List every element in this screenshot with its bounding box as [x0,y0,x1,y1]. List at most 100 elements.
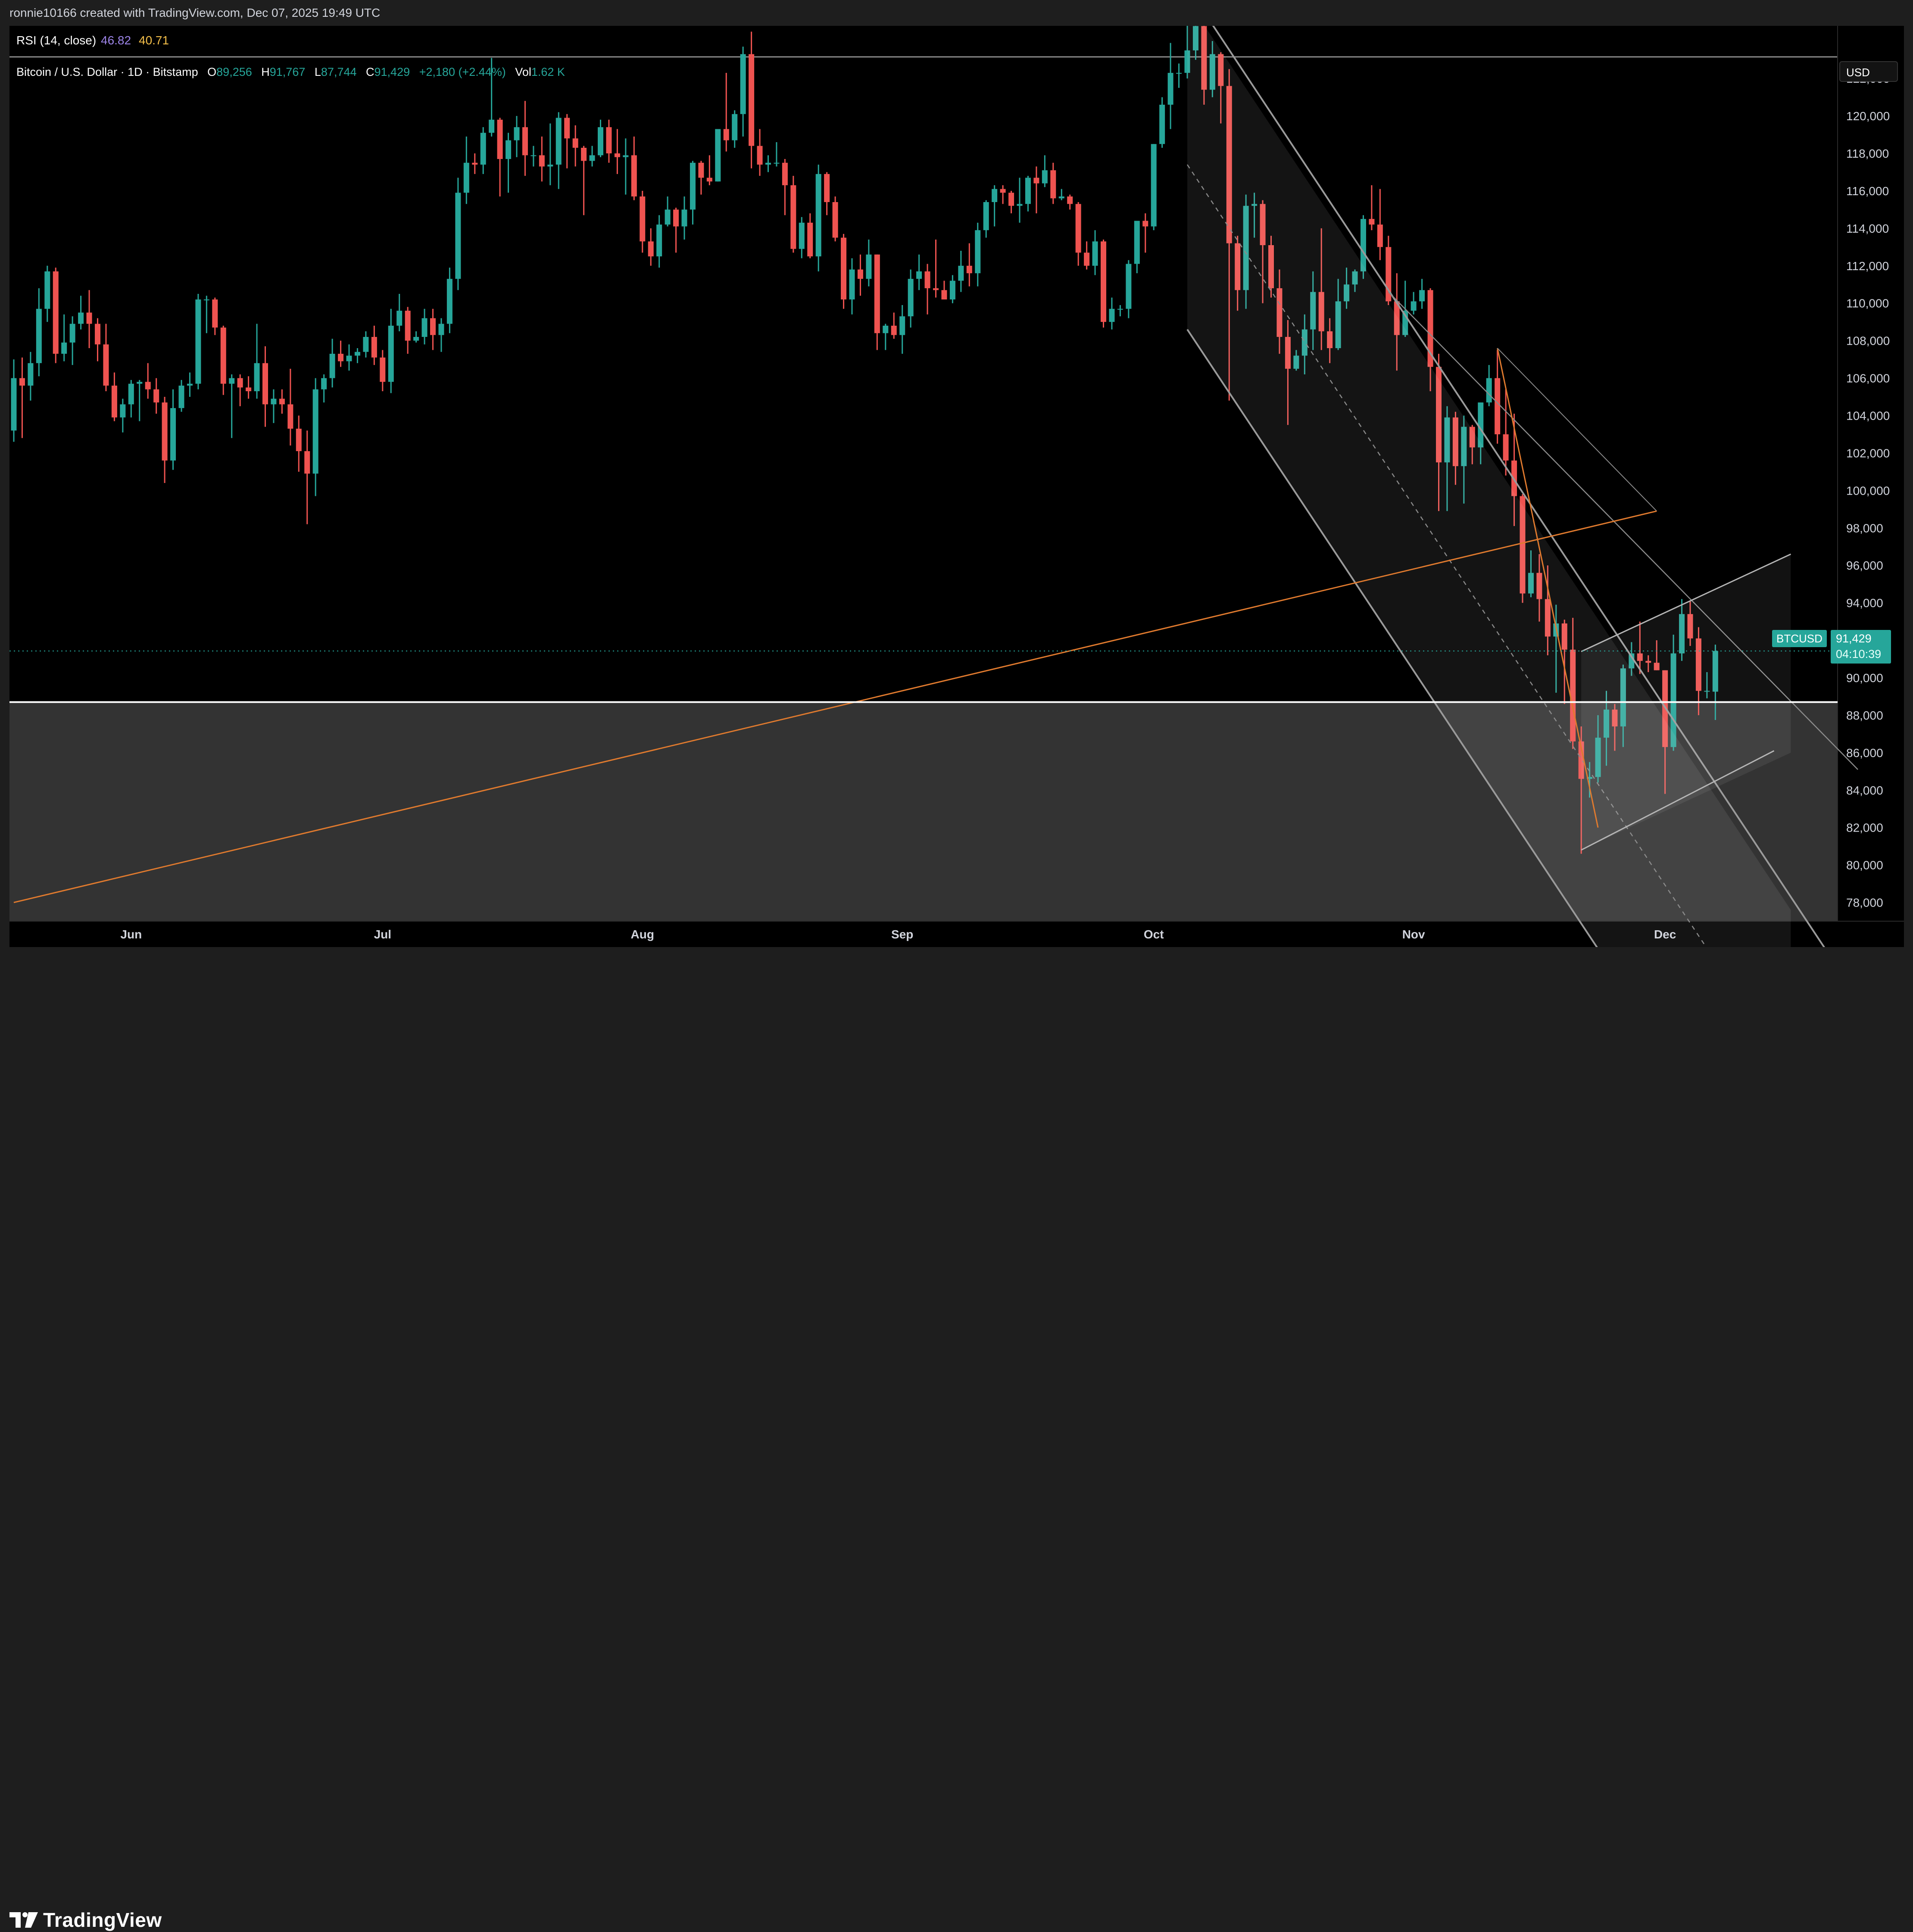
candle-body [966,265,972,274]
candle-body [1495,378,1501,434]
candle-body [1192,26,1198,50]
candle-body [1226,86,1232,243]
price-tick-label: 78,000 [1846,896,1883,910]
candle-body [1050,170,1056,199]
candle-body [1637,653,1643,661]
candle-body [1134,221,1140,264]
candle-body [1344,284,1350,302]
candle-body [1025,178,1031,204]
candle-body [1000,189,1006,193]
candle-body [1251,204,1258,206]
price-tick-label: 94,000 [1846,596,1883,610]
candle-body [1201,26,1207,90]
price-tick-label: 116,000 [1846,184,1889,198]
candle-body [480,133,486,165]
price-tick-label: 84,000 [1846,784,1883,797]
candle-body [271,399,277,405]
volume-value: 1.62 K [531,65,565,78]
candle-body [539,155,545,167]
candle-body [1235,243,1241,290]
price-chart[interactable]: 122,000120,000118,000116,000114,000112,0… [9,26,1904,947]
candle-body [857,269,863,279]
candle-body [564,118,570,139]
tradingview-logo-icon [9,1912,38,1928]
candle-body [723,129,729,140]
candle-body [1075,204,1081,253]
candle-body [304,451,310,474]
candle-body [1528,573,1534,594]
chart-panel[interactable]: 122,000120,000118,000116,000114,000112,0… [9,26,1904,947]
price-tick-label: 110,000 [1846,297,1889,310]
candle-body [405,311,411,341]
price-tick-label: 112,000 [1846,259,1889,273]
rsi-label[interactable]: RSI (14, close) [16,34,97,47]
candle-body [1318,292,1324,331]
candle-body [371,337,377,358]
tradingview-logo[interactable]: TradingView [9,1908,162,1932]
inner-trend-line [1388,291,1858,770]
candle-body [1561,623,1567,650]
candle-body [1629,653,1635,669]
candle-body [992,189,998,203]
candle-body [706,178,712,182]
symbol-legend[interactable]: Bitcoin / U.S. Dollar · 1D · Bitstamp O8… [16,65,565,79]
candle-body [983,202,989,231]
candle-body [354,352,360,356]
candle-body [941,290,947,300]
candle-body [807,222,813,257]
candle-body [883,325,889,333]
candle-body [832,202,838,238]
high-key: H [261,65,270,78]
candle-body [715,129,721,182]
currency-selector[interactable]: USD [1839,61,1898,82]
candle-body [229,378,235,384]
candle-body [933,288,939,290]
candle-body [1503,434,1509,461]
candle-body [338,354,344,361]
candle-body [1360,219,1366,271]
candle-body [1704,691,1710,692]
channel-fill [1187,26,1791,947]
candle-body [774,162,780,164]
price-tick-label: 82,000 [1846,821,1883,835]
fan-line [1497,348,1657,511]
candle-body [1452,417,1458,466]
candle-body [19,378,25,386]
candle-body [195,299,201,384]
candle-body [531,155,537,156]
candle-body [162,402,168,461]
candle-body [103,344,109,386]
candle-body [246,387,252,391]
candle-body [589,155,595,161]
channel-upper-line [1212,26,1826,947]
candle-body [1142,221,1148,227]
candle-body [1444,417,1450,463]
candle-body [312,389,318,474]
candle-body [237,378,243,388]
price-tick-label: 104,000 [1846,409,1890,422]
candle-body [1126,264,1132,309]
time-tick-label: Oct [1144,928,1164,941]
candle-body [455,193,461,279]
candle-body [1268,245,1274,288]
candle-body [287,404,293,429]
time-tick-label: Aug [631,928,654,941]
candle-body [1654,663,1660,670]
candle-body [1067,196,1073,204]
flag-lower-line [1581,750,1775,851]
candle-body [1008,193,1014,206]
candle-body [254,363,260,391]
candle-body [1578,741,1584,779]
candle-body [203,299,209,301]
candle-body [128,383,134,405]
candle-body [1427,290,1433,367]
candle-body [690,162,696,210]
close-value: 91,429 [374,65,410,78]
high-value: 91,767 [269,65,306,78]
candle-body [891,325,897,335]
symbol-name: Bitcoin / U.S. Dollar · 1D · Bitstamp [16,65,198,78]
candle-body [11,378,17,431]
candle-body [698,162,704,178]
candle-body [1394,301,1400,335]
candle-body [1084,252,1090,266]
